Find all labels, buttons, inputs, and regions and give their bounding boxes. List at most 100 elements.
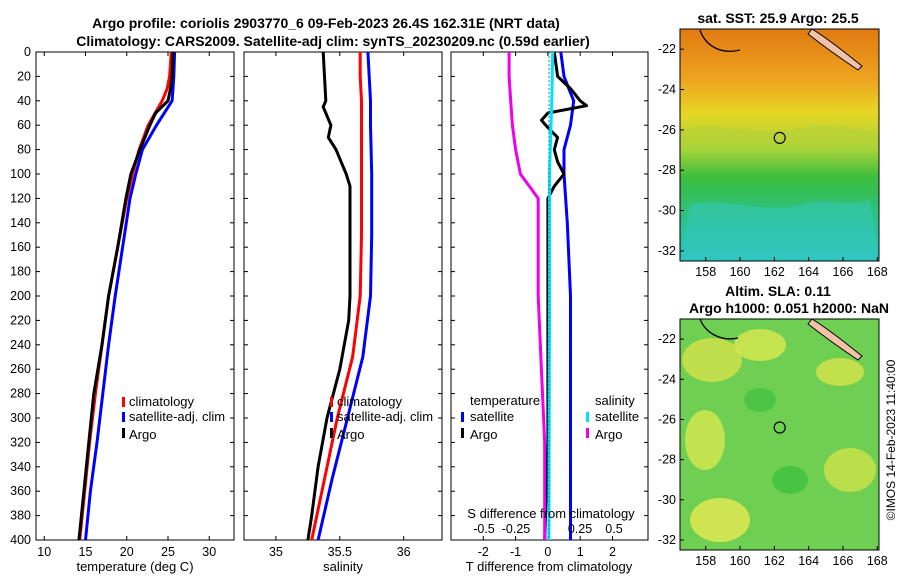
sst-front-band	[680, 125, 879, 146]
map-y-tick-label: -32	[658, 533, 676, 547]
map-y-tick-label: -26	[658, 123, 676, 137]
legend-climatology-swatch	[122, 397, 125, 407]
top-tick: -0.25	[502, 522, 531, 536]
sla-low-patch	[744, 388, 776, 412]
legend-sal-satellite-label: satellite	[595, 409, 639, 424]
y-tick-label: 100	[10, 167, 31, 181]
difference-xlabel: T difference from climatology	[466, 559, 633, 574]
y-tick-label: 240	[10, 338, 31, 352]
y-tick-label: 220	[10, 313, 31, 327]
map-x-tick-label: 164	[798, 265, 819, 279]
legend-argo-label: Argo	[129, 427, 156, 442]
series-line-temperature-argo	[539, 52, 589, 540]
y-tick-label: 20	[17, 69, 31, 83]
salinity-legend: climatology satellite-adj. clim Argo	[330, 394, 433, 442]
legend-argo-swatch	[330, 428, 333, 438]
x-tick-label: 10	[37, 545, 51, 559]
top-tick: 0.5	[605, 522, 622, 536]
map-y-tick-label: -28	[658, 453, 676, 467]
temperature-panel: 0 20 40 60 80 100 120 140 160 180 200 220 240 260 280 3…	[10, 45, 235, 574]
y-tick-label: 120	[10, 191, 31, 205]
series-line-argo	[77, 52, 175, 540]
map-x-tick-label: 162	[764, 265, 785, 279]
x-tick-label: 36	[397, 545, 411, 559]
map-x-tick-label: 160	[730, 554, 751, 568]
sla-high-patch	[816, 358, 864, 386]
x-tick-label: 30	[202, 545, 216, 559]
y-tick-label: 380	[10, 509, 31, 523]
temperature-legend: climatology satellite-adj. clim Argo	[122, 394, 225, 442]
legend-satellite-label: satellite-adj. clim	[337, 409, 433, 424]
map-y-tick-label: -30	[658, 204, 676, 218]
legend-salinity-title: salinity	[595, 393, 635, 408]
sla-low-patch	[772, 466, 808, 494]
map-x-tick-label: 168	[867, 265, 888, 279]
legend-sal-argo-label: Argo	[595, 427, 622, 442]
difference-top-ticks: -0.5 -0.25 0.25 0.5	[473, 522, 623, 536]
legend-satellite-swatch	[330, 412, 333, 422]
map-y-tick-label: -22	[658, 332, 676, 346]
series-line-temperature-satellite	[559, 52, 576, 540]
map-y-tick-label: -32	[658, 244, 676, 258]
series-line-climatology	[310, 52, 363, 540]
series-line-salinity-argo	[507, 52, 547, 540]
y-tick-label: 300	[10, 411, 31, 425]
difference-legend: temperature satellite Argo salinity sate…	[461, 393, 639, 442]
map-x-tick-label: 166	[833, 265, 854, 279]
sla-map-axes	[679, 318, 880, 551]
sla-map-title: Altim. SLA: 0.11	[725, 283, 831, 299]
sst-map-axes	[679, 28, 880, 262]
map-x-tick-label: 160	[730, 265, 751, 279]
legend-temp-satellite-label: satellite	[470, 409, 514, 424]
map-x-tick-label: 164	[798, 554, 819, 568]
y-tick-label: 160	[10, 240, 31, 254]
map-y-tick-label: -24	[658, 372, 676, 386]
x-tick-label: 1	[577, 545, 584, 559]
x-tick-label: 20	[120, 545, 134, 559]
title-line-1: Argo profile: coriolis 2903770_6 09-Feb-…	[92, 15, 560, 31]
sla-high-patch	[690, 498, 750, 542]
sla-map-subtitle: Argo h1000: 0.051 h2000: NaN	[689, 300, 889, 316]
x-tick-label: -1	[510, 545, 521, 559]
x-tick-label: 35	[269, 545, 283, 559]
y-tick-label: 180	[10, 265, 31, 279]
y-tick-label: 280	[10, 387, 31, 401]
series-line-salinity-satellite	[547, 52, 555, 540]
map-y-tick-label: -28	[658, 163, 676, 177]
y-tick-label: 200	[10, 289, 31, 303]
difference-top-xlabel: S difference from climatology	[467, 506, 635, 521]
legend-climatology-swatch	[330, 397, 333, 407]
new-caledonia-land	[807, 319, 863, 361]
legend-temp-argo-swatch	[461, 428, 464, 438]
sla-high-patch	[824, 448, 876, 492]
y-tick-label: 400	[10, 533, 31, 547]
x-tick-label: 15	[79, 545, 93, 559]
map-x-tick-label: 158	[695, 554, 716, 568]
temperature-xlabel: temperature (deg C)	[76, 559, 193, 574]
y-tick-label: 0	[24, 45, 31, 59]
legend-argo-swatch	[122, 428, 125, 438]
legend-satellite-swatch	[122, 412, 125, 422]
argo-position-marker	[773, 131, 786, 144]
x-tick-label: 2	[609, 545, 616, 559]
legend-temp-argo-label: Argo	[470, 427, 497, 442]
series-line-satellite-adj-clim	[84, 52, 177, 540]
y-tick-label: 140	[10, 216, 31, 230]
new-caledonia-land	[807, 29, 863, 71]
sla-map-panel: Altim. SLA: 0.11 Argo h1000: 0.051 h2000…	[658, 283, 889, 568]
x-tick-label: 25	[161, 545, 175, 559]
y-tick-label: 40	[17, 94, 31, 108]
series-line-argo	[306, 52, 352, 540]
imos-watermark: ©IMOS 14-Feb-2023 11:40:00	[884, 359, 898, 520]
x-tick-label: 35.5	[328, 545, 352, 559]
sst-cool-patch	[680, 200, 879, 261]
temperature-axes	[35, 51, 235, 541]
legend-temp-satellite-swatch	[461, 412, 464, 422]
map-x-tick-label: 166	[833, 554, 854, 568]
map-x-tick-label: 158	[695, 265, 716, 279]
salinity-xlabel: salinity	[323, 559, 363, 574]
legend-argo-label: Argo	[337, 427, 364, 442]
y-tick-label: 80	[17, 143, 31, 157]
legend-climatology-label: climatology	[129, 394, 195, 409]
